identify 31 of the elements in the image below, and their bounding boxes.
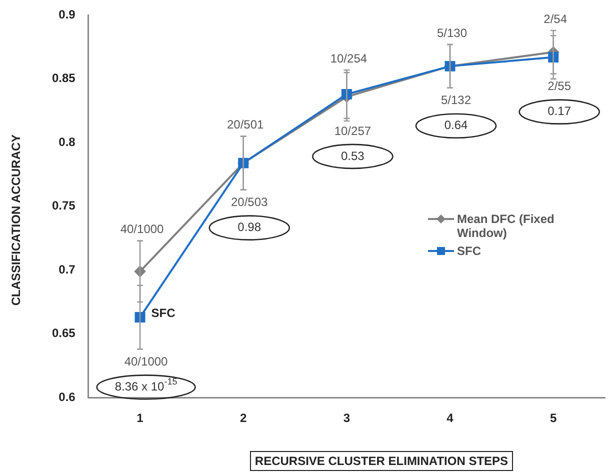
y-tick-label: 0.9 (58, 8, 76, 22)
y-tick-label: 0.6 (58, 390, 76, 404)
x-tick-label: 1 (136, 411, 144, 426)
y-tick-label: 0.8 (58, 134, 76, 149)
y-tick-label: 0.85 (52, 71, 76, 86)
annotation: 10/257 (334, 124, 372, 138)
annotation: 40/1000 (124, 354, 168, 368)
annotation: 0.53 (341, 148, 365, 163)
x-tick-label: 4 (446, 411, 454, 426)
annotation: 40/1000 (120, 222, 164, 236)
annotation: 10/254 (330, 51, 368, 66)
y-tick-label: 0.65 (52, 326, 76, 340)
x-tick-label: 2 (240, 411, 248, 426)
annotation: 0.98 (238, 220, 262, 234)
legend-label: SFC (457, 244, 481, 258)
y-tick-label: 0.75 (52, 198, 76, 213)
x-tick-label: 5 (550, 411, 557, 426)
x-axis-title: RECURSIVE CLUSTER ELIMINATION STEPS (250, 451, 514, 471)
annotation: 0.64 (444, 118, 468, 132)
annotation: 2/54 (544, 12, 568, 26)
annotation: SFC (151, 306, 176, 320)
y-tick-label: 0.7 (58, 262, 76, 276)
legend-label: Mean DFC (Fixed Window) (457, 212, 556, 240)
annotation: 20/501 (226, 118, 264, 132)
annotation: 20/503 (230, 195, 268, 210)
annotation: 5/130 (436, 26, 468, 40)
annotation: 2/55 (548, 79, 572, 94)
x-tick-label: 3 (343, 411, 350, 426)
y-axis-title: CLASSIFICATION ACCURACY (9, 134, 23, 306)
annotation: 0.17 (548, 104, 572, 118)
annotation: 5/132 (440, 93, 472, 108)
